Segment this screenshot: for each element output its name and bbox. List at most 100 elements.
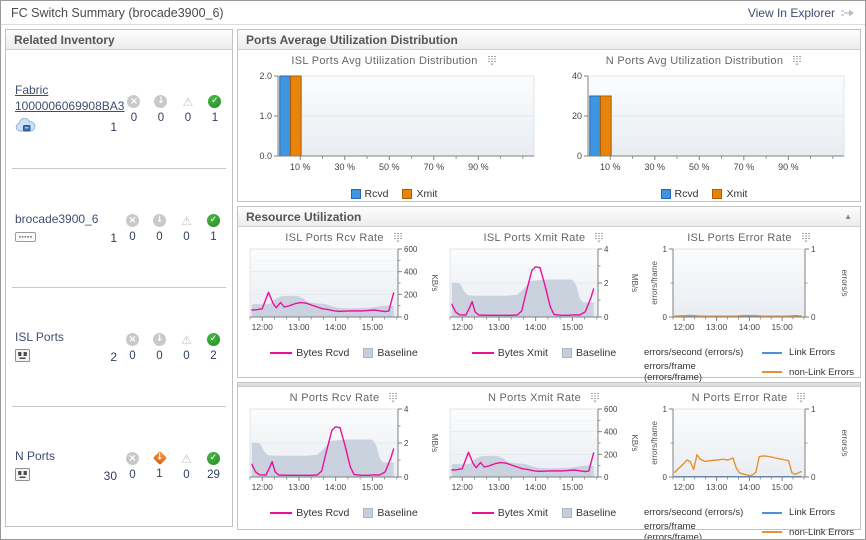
svg-text:12:00: 12:00 [252,482,274,492]
chart-menu-icon[interactable] [796,392,806,403]
svg-text:1: 1 [663,245,668,254]
svg-text:50 %: 50 % [379,162,400,172]
chart-legend: Bytes Xmit Baseline [471,506,616,520]
n-ports-count: 30 [103,468,117,483]
chart-title: ISL Ports Xmit Rate [483,231,586,244]
marginal-status-icon [152,450,167,466]
legend-label: Rcvd [364,188,389,200]
chart-legend: Bytes Rcvd Baseline [270,506,418,520]
chart-menu-icon[interactable] [388,392,398,403]
svg-text:400: 400 [404,268,418,277]
svg-text:13:00: 13:00 [706,322,728,332]
switch-icon [15,231,36,245]
legend-swatch [762,531,783,533]
warning-count: 0 [183,350,190,362]
svg-text:0: 0 [404,313,409,322]
svg-text:30 %: 30 % [645,162,666,172]
svg-text:4: 4 [404,405,409,414]
chart-menu-icon[interactable] [487,55,497,66]
svg-text:14:00: 14:00 [325,482,347,492]
chart-n-ports-xmit-rate: N Ports Xmit Rate 12:00 13:00 14:00 15:00 0 20… [444,390,644,520]
chart-legend: Bytes Rcvd Baseline [270,346,418,360]
chart-plot-area: 0 20 40 10 % 30 % 50 % 70 % 90 % [572,71,845,172]
ports-distribution-panel: Ports Average Utilization Distribution I… [237,29,861,202]
critical-count: 0 [129,350,136,362]
legend-swatch [363,508,374,518]
svg-text:MB/s: MB/s [430,434,439,452]
chart-menu-icon[interactable] [590,392,600,403]
marginal-count: 0 [157,112,165,124]
inventory-item-switch: brocade3900_6 1 [6,169,232,288]
legend-swatch [350,189,361,199]
svg-text:90 %: 90 % [468,162,489,172]
isl-ports-count: 2 [110,349,117,364]
view-in-explorer-label: View In Explorer [747,5,835,20]
chart-menu-icon[interactable] [801,232,811,243]
legend-swatch [660,189,671,199]
svg-text:14:00: 14:00 [525,482,547,492]
marginal-count: 0 [156,350,163,362]
svg-text:2.0: 2.0 [259,71,272,81]
critical-status-icon [127,95,141,108]
critical-status-icon [126,452,139,465]
legend-swatch [402,189,413,199]
svg-text:15:00: 15:00 [362,322,384,332]
related-inventory-header: Related Inventory [6,30,232,50]
svg-text:0: 0 [811,313,816,322]
warning-count: 0 [183,231,190,243]
svg-text:4: 4 [604,245,609,254]
svg-text:13:00: 13:00 [288,482,310,492]
collapse-panel-icon[interactable]: ▲ [844,212,852,221]
chart-legend: Rcvd Xmit [350,187,437,201]
svg-text:600: 600 [404,245,418,254]
chart-menu-icon[interactable] [594,232,604,243]
critical-status-icon [126,214,139,227]
legend-label: non-Link Errors [789,366,854,378]
panel-splitter[interactable] [238,383,860,387]
svg-text:errors/frame: errors/frame [650,421,659,465]
svg-text:30 %: 30 % [335,162,356,172]
fabric-cloud-icon [15,117,36,136]
marginal-count: 0 [156,231,163,243]
chart-title: N Ports Error Rate [691,391,788,404]
chart-menu-icon[interactable] [792,55,802,66]
legend-label: Xmit [726,188,748,200]
svg-text:14:00: 14:00 [325,322,347,332]
legend-label: Link Errors [789,507,835,518]
svg-text:13:00: 13:00 [488,322,510,332]
svg-text:15:00: 15:00 [771,322,793,332]
critical-status-icon [126,333,139,346]
normal-count: 2 [210,350,217,362]
view-in-explorer-link[interactable]: View In Explorer [748,6,855,20]
svg-text:0: 0 [404,473,409,482]
normal-status-icon [207,333,220,346]
svg-text:0: 0 [663,313,668,322]
legend-label: Baseline [377,347,418,359]
legend-swatch [471,512,494,514]
svg-text:15:00: 15:00 [562,322,584,332]
svg-text:600: 600 [604,405,618,414]
svg-text:10 %: 10 % [290,162,311,172]
n-ports-name: N Ports [15,449,56,464]
svg-text:15:00: 15:00 [562,482,584,492]
warning-count: 0 [184,112,192,124]
svg-text:70 %: 70 % [424,162,445,172]
isl-ports-status-summary: 0 0 0 2 [123,333,223,362]
chart-legend: errors/second (errors/s) Link Errors error… [644,507,854,539]
warning-status-icon [181,95,194,108]
chart-title: N Ports Avg Utilization Distribution [605,54,784,67]
critical-count: 0 [130,112,138,124]
svg-text:90 %: 90 % [778,162,799,172]
chart-plot-area: 12:00 13:00 14:00 15:00 0 1 errors/s 0 1 errors/f… [650,245,849,332]
chart-plot-area: 12:00 13:00 14:00 15:00 0 200 400 600 KB/s [249,245,439,332]
svg-text:0.0: 0.0 [259,151,272,161]
inventory-item-isl-ports: ISL Ports 2 0 0 [6,288,232,407]
svg-text:errors/frame: errors/frame [650,261,659,305]
ports-distribution-header-label: Ports Average Utilization Distribution [246,32,458,47]
legend-swatch [762,351,783,354]
switch-count: 1 [110,230,117,245]
fabric-link[interactable]: Fabric 1000006069908BA3 [15,83,125,113]
chart-menu-icon[interactable] [393,232,403,243]
legend-swatch [270,512,293,514]
svg-text:13:00: 13:00 [288,322,310,332]
